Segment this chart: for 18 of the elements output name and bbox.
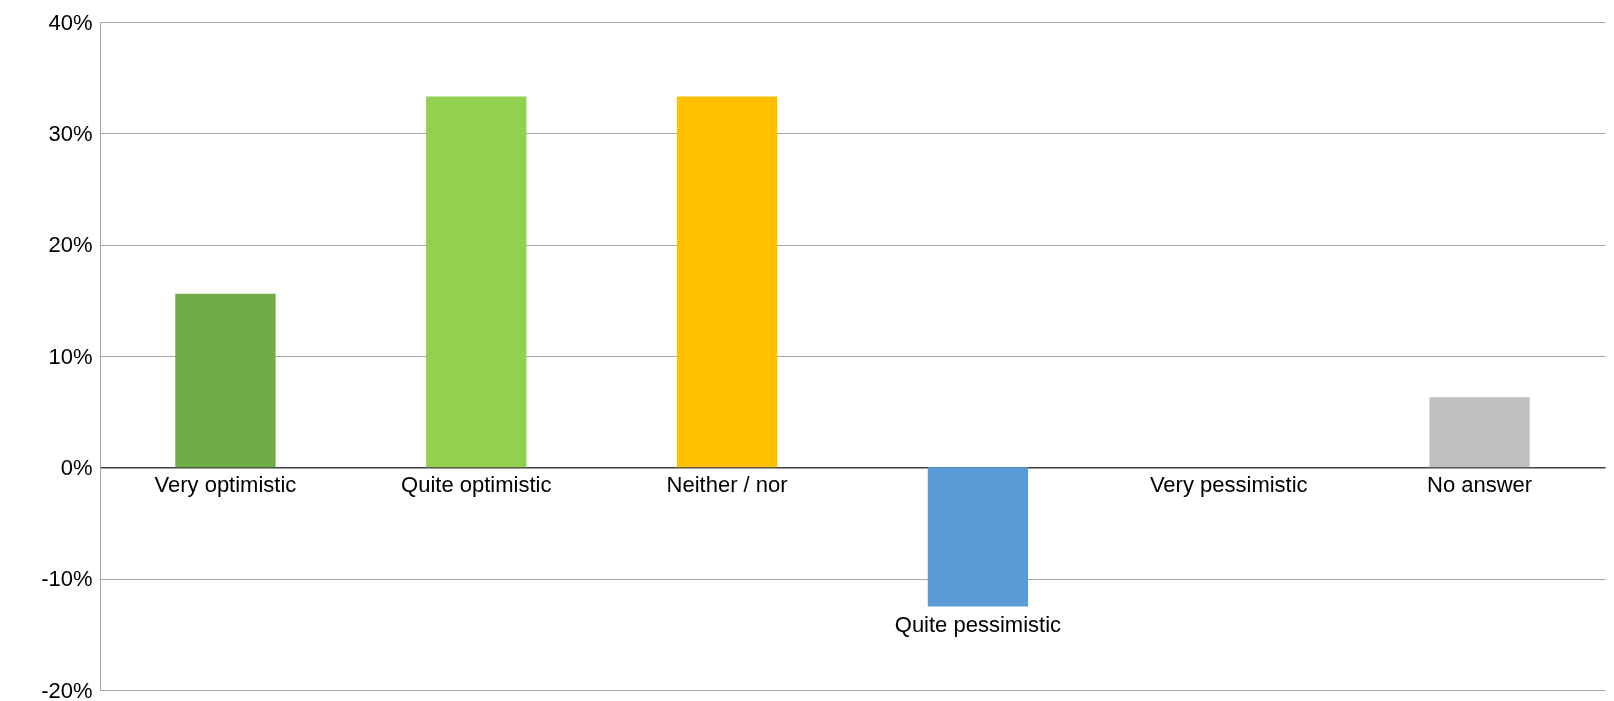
y-tick-label: 0%	[60, 454, 93, 480]
x-tick-label: No answer	[1427, 472, 1533, 498]
bar	[927, 467, 1029, 607]
y-tick-label: -10%	[41, 566, 93, 592]
bar	[426, 96, 527, 468]
bar	[676, 96, 778, 468]
x-tick-label: Very pessimistic	[1149, 472, 1308, 498]
bar	[175, 293, 276, 468]
y-tick-label: 30%	[48, 120, 93, 146]
x-tick-label: Neither / nor	[666, 472, 788, 498]
x-tick-label: Very optimistic	[154, 472, 297, 498]
x-tick-label: Quite optimistic	[401, 472, 552, 498]
y-tick-label: 20%	[48, 232, 93, 258]
bar	[1429, 397, 1530, 468]
y-tick-label: 10%	[48, 343, 93, 369]
y-tick-label: 40%	[48, 9, 93, 35]
x-tick-label: Quite pessimistic	[894, 611, 1062, 637]
y-tick-label: -20%	[41, 677, 93, 701]
